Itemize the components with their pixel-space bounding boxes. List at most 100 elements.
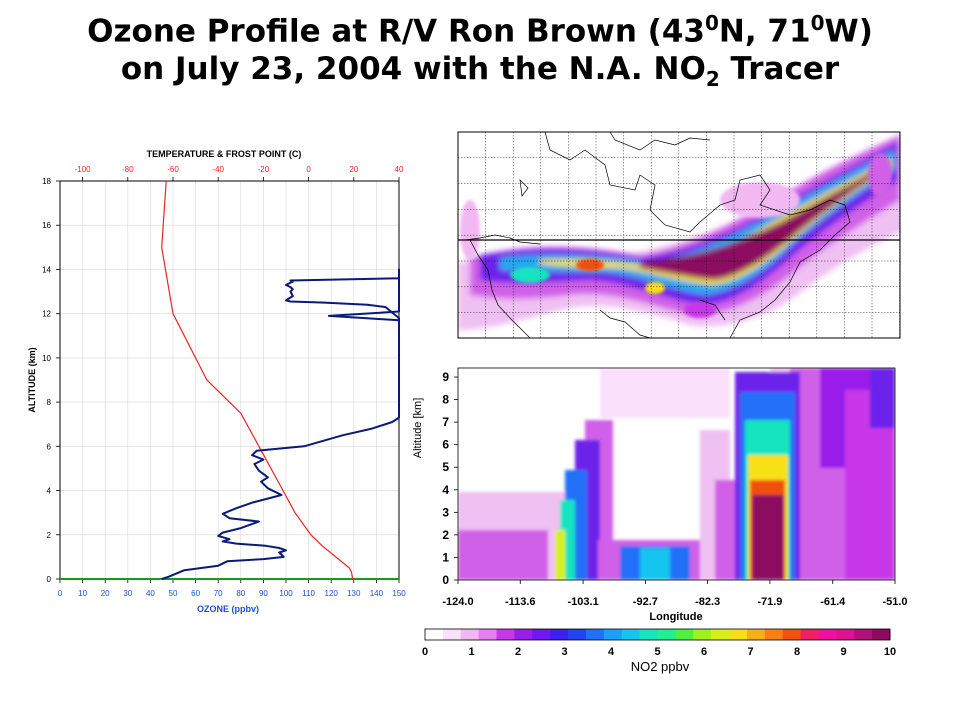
- colorbar-tick-label: 5: [654, 646, 660, 658]
- altitude-axis-title: ALTITUDE (km): [27, 347, 37, 412]
- ozone-tick-label: 130: [347, 589, 361, 598]
- colorbar-cell: [711, 629, 730, 640]
- colorbar-tick-label: 1: [468, 646, 474, 658]
- ozone-tick-label: 50: [169, 589, 178, 598]
- ozone-tick-label: 40: [146, 589, 155, 598]
- ozone-axis-title: OZONE (ppbv): [197, 604, 259, 614]
- colorbar-label: NO2 ppbv: [631, 659, 690, 674]
- ozone-tick-label: 100: [279, 589, 293, 598]
- ozone-tick-label: 60: [191, 589, 200, 598]
- colorbar-cell: [746, 629, 766, 640]
- colorbar-cell: [872, 629, 891, 640]
- temperature-axis-title: TEMPERATURE & FROST POINT (C): [147, 149, 302, 159]
- ozone-tick-label: 80: [236, 589, 245, 598]
- colorbar-cell: [496, 629, 515, 640]
- colorbar-cell: [603, 629, 623, 640]
- altitude-tick-label: 16: [42, 221, 51, 230]
- temperature-tick-label: -60: [167, 165, 179, 174]
- colorbar-cell: [818, 629, 837, 640]
- ozone-tick-label: 110: [302, 589, 315, 598]
- ozone-profile-chart: 0 10 20 30 40 50 60 70 80 90 100 110 120 130 140 150 -1…: [27, 149, 406, 614]
- colorbar-tick-label: 9: [840, 646, 846, 658]
- colorbar-tick-label: 2: [515, 646, 521, 658]
- map-fields: [458, 132, 900, 338]
- profile-plot-area: [60, 181, 399, 579]
- temperature-tick-label: 20: [349, 165, 358, 174]
- colorbar-tick-label: 7: [747, 646, 753, 658]
- longitude-tick-label: -82.3: [695, 596, 720, 608]
- altitude-axis-ticks: 0 2 4 6 8 10 12 14 16 18: [42, 177, 60, 584]
- colorbar-tick-label: 8: [794, 646, 800, 658]
- colorbar-cell: [764, 629, 784, 640]
- colorbar-cell: [693, 629, 712, 640]
- temperature-tick-label: 40: [395, 165, 404, 174]
- colorbar-cell: [550, 629, 569, 640]
- colorbar-cell: [854, 629, 873, 640]
- temperature-tick-label: -80: [122, 165, 134, 174]
- map-graticule: [458, 132, 900, 338]
- temperature-tick-label: 0: [306, 165, 311, 174]
- no2-cross-section: -124.0 -113.6 -103.1 -92.7 -82.3 -71.9 -61.4 -5…: [412, 367, 908, 623]
- cross-altitude-tick-label: 7: [442, 415, 449, 429]
- longitude-tick-label: -113.6: [505, 596, 536, 608]
- ozone-tick-label: 10: [78, 589, 87, 598]
- ozone-axis-ticks: 0 10 20 30 40 50 60 70 80 90 100 110 120 130 140 150: [58, 579, 406, 598]
- colorbar-cell: [657, 629, 676, 640]
- altitude-tick-label: 18: [42, 177, 51, 186]
- ozone-tick-label: 0: [58, 589, 63, 598]
- temperature-axis-ticks: -100 -80 -60 -40 -20 0 20 40: [75, 165, 404, 181]
- slide-title-line-1: Ozone Profile at R/V Ron Brown (430N, 71…: [87, 11, 873, 50]
- cross-altitude-tick-label: 3: [442, 505, 449, 519]
- altitude-tick-label: 12: [42, 310, 51, 319]
- temperature-line: [161, 180, 354, 580]
- colorbar-tick-label: 3: [561, 646, 567, 658]
- altitude-tick-label: 6: [47, 442, 52, 451]
- colorbar-tick-label: 0: [422, 646, 428, 658]
- ozone-tick-label: 30: [123, 589, 132, 598]
- longitude-axis-title: Longitude: [649, 611, 702, 623]
- colorbar-tick-label: 10: [884, 646, 896, 658]
- cross-section-fields: [458, 368, 895, 580]
- ozone-tick-label: 20: [101, 589, 110, 598]
- colorbar-cell: [425, 629, 444, 640]
- ozone-tick-label: 140: [370, 589, 384, 598]
- ozone-tick-label: 90: [259, 589, 268, 598]
- ozone-tick-label: 120: [325, 589, 339, 598]
- cross-altitude-tick-label: 0: [442, 573, 449, 587]
- colorbar-cell: [568, 629, 587, 640]
- cross-altitude-tick-label: 4: [442, 483, 449, 497]
- longitude-tick-label: -103.1: [568, 596, 599, 608]
- colorbar-cell: [442, 629, 462, 640]
- longitude-axis-ticks: -124.0 -113.6 -103.1 -92.7 -82.3 -71.9 -61.4 -5…: [442, 580, 908, 608]
- colorbar-cell: [782, 629, 801, 640]
- colorbar-ticks: 0 1 2 3 4 5 6 7 8 9 10: [422, 646, 896, 658]
- altitude-tick-label: 10: [42, 354, 51, 363]
- colorbar-tick-label: 6: [701, 646, 707, 658]
- no2-colorbar: 0 1 2 3 4 5 6 7 8 9 10 NO2 ppbv: [422, 628, 896, 674]
- ozone-line: [161, 268, 400, 580]
- profile-grid: [59, 180, 400, 580]
- colorbar-cell: [729, 629, 748, 640]
- cross-altitude-tick-label: 5: [442, 460, 449, 474]
- altitude-tick-label: 0: [47, 575, 52, 584]
- colorbar-cell: [639, 629, 658, 640]
- temperature-tick-label: -100: [75, 165, 92, 174]
- colorbar-cell: [460, 629, 480, 640]
- longitude-tick-label: -61.4: [820, 596, 846, 608]
- cross-altitude-tick-label: 2: [442, 528, 449, 542]
- cross-altitude-axis-ticks: 0 1 2 3 4 5 6 7 8 9: [442, 370, 458, 587]
- temperature-tick-label: -40: [212, 165, 224, 174]
- slide-title-line-2: on July 23, 2004 with the N.A. NO2 Trace…: [120, 51, 840, 92]
- colorbar-cell: [478, 629, 497, 640]
- colorbar-cells: [425, 629, 891, 640]
- colorbar-cell: [800, 629, 819, 640]
- ozone-tick-label: 70: [214, 589, 223, 598]
- longitude-tick-label: -124.0: [442, 596, 473, 608]
- no2-tracer-map: [457, 131, 901, 339]
- colorbar-cell: [675, 629, 694, 640]
- colorbar-cell: [836, 629, 855, 640]
- temperature-tick-label: -20: [258, 165, 270, 174]
- longitude-tick-label: -92.7: [633, 596, 658, 608]
- colorbar-cell: [514, 629, 533, 640]
